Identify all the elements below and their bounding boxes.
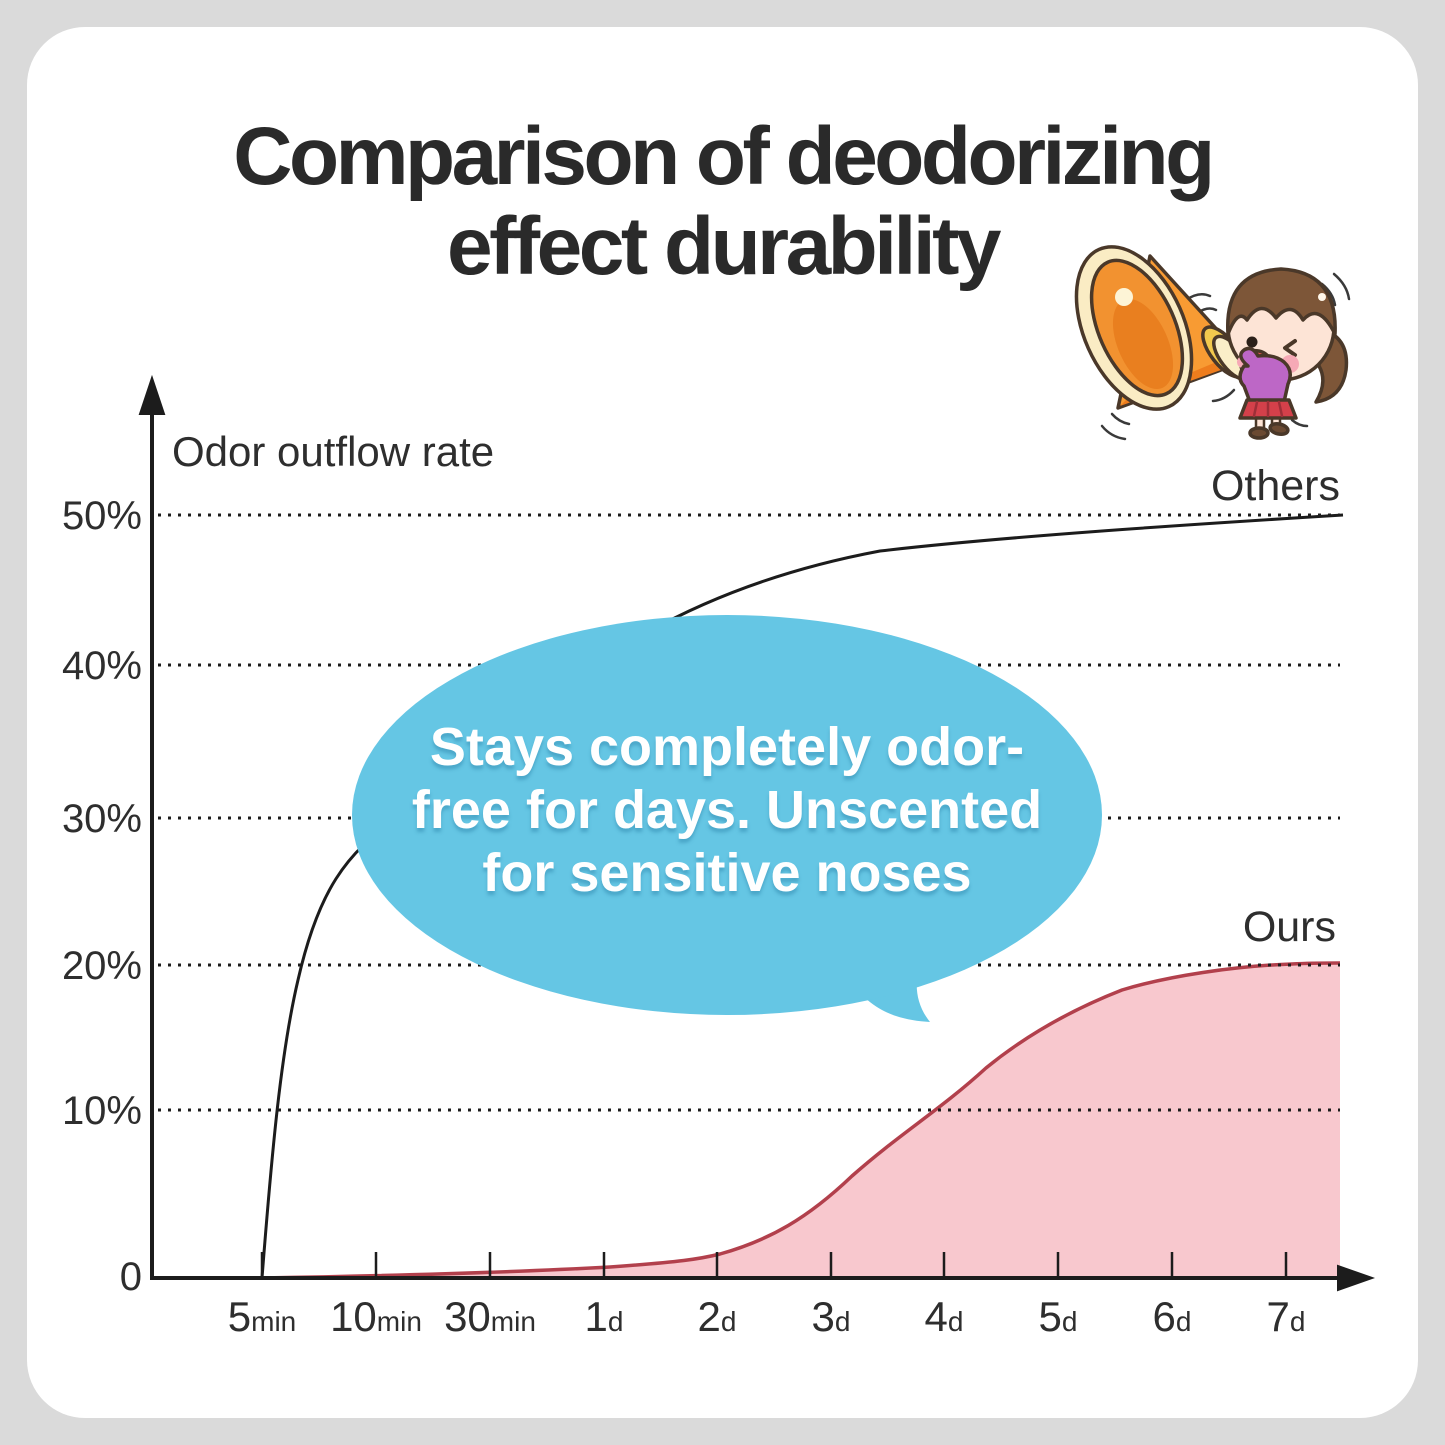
y-tick-label-40: 40% <box>61 644 142 688</box>
girl-skirt-pleats <box>1252 400 1284 418</box>
x-tick-label-4d: 4d <box>924 1293 964 1340</box>
x-tick-marks <box>260 1252 1288 1277</box>
page-title: Comparison of deodorizing effect durabil… <box>0 112 1445 292</box>
x-tick-label-3d: 3d <box>811 1293 851 1340</box>
y-tick-label-30: 30% <box>61 797 142 841</box>
y-tick-label-20: 20% <box>61 944 142 988</box>
x-tick-label-10min: 10min <box>330 1293 422 1340</box>
x-axis-arrow <box>1337 1264 1376 1292</box>
x-tick-label-7d: 7d <box>1266 1293 1306 1340</box>
ours-area <box>262 963 1340 1278</box>
callout-bubble-text: Stays completely odor- free for days. Un… <box>0 716 1445 905</box>
callout-line2: free for days. Unscented <box>411 780 1043 840</box>
speech-bubble-body <box>352 615 1102 1015</box>
y-tick-label-0: 0 <box>119 1255 142 1299</box>
page-title-line2: effect durability <box>446 201 1002 292</box>
girl-shoe-right <box>1268 422 1290 436</box>
girl-sweater <box>1238 346 1292 407</box>
y-axis-title: Odor outflow rate <box>172 428 495 475</box>
girl-hair-highlight <box>1318 293 1326 301</box>
callout-line1: Stays completely odor- <box>429 717 1025 777</box>
x-tick-label-5min: 5min <box>227 1293 297 1340</box>
megaphone-bell-shadow <box>1112 298 1174 390</box>
ours-curve <box>261 961 1341 1280</box>
megaphone-girl-illustration <box>1074 245 1351 441</box>
x-tick-label-6d: 6d <box>1152 1293 1192 1340</box>
page-title-line1: Comparison of deodorizing <box>233 111 1215 202</box>
y-tick-label-50: 50% <box>61 494 142 538</box>
y-axis-arrow <box>138 374 166 415</box>
girl-bangs <box>1226 267 1337 336</box>
x-tick-label-1d: 1d <box>584 1293 624 1340</box>
x-tick-label-2d: 2d <box>697 1293 737 1340</box>
others-series-label: Others <box>1210 462 1340 510</box>
x-tick-label-30min: 30min <box>444 1293 536 1340</box>
x-tick-label-5d: 5d <box>1038 1293 1078 1340</box>
axes <box>138 374 1376 1292</box>
y-tick-label-10: 10% <box>61 1089 142 1133</box>
speech-bubble <box>352 615 1102 1022</box>
girl-shoe-left <box>1248 426 1270 440</box>
girl-wink-eye <box>1283 339 1297 357</box>
callout-line3: for sensitive noses <box>482 843 972 903</box>
ours-series-label: Ours <box>1242 903 1336 951</box>
girl-eye <box>1246 336 1258 348</box>
megaphone-bell-highlight <box>1115 288 1133 306</box>
